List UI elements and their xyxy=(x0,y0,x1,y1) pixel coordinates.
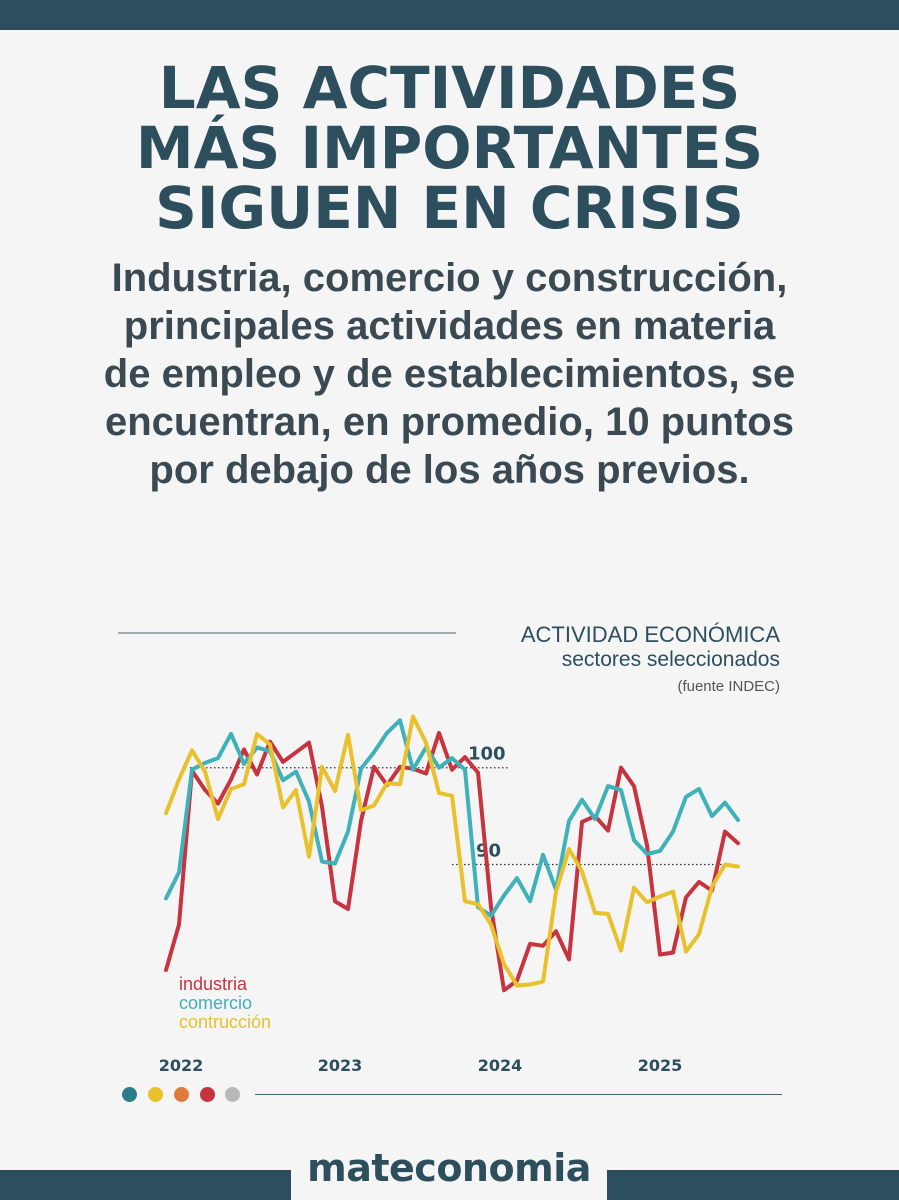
headline: LAS ACTIVIDADES MÁS IMPORTANTES SIGUEN E… xyxy=(0,58,899,238)
activity-chart: ACTIVIDAD ECONÓMICA sectores seleccionad… xyxy=(118,622,780,1075)
x-tick-2023: 2023 xyxy=(318,1056,363,1075)
footer-rule xyxy=(255,1094,782,1095)
brand-logo: mateconomia xyxy=(307,1146,591,1190)
chart-source: (fuente INDEC) xyxy=(677,678,780,695)
reference-label-100: 100 xyxy=(468,744,506,765)
chart-title: ACTIVIDAD ECONÓMICA xyxy=(521,622,780,647)
series-line-construccion xyxy=(164,714,740,988)
legend-dot-red xyxy=(200,1087,215,1102)
x-tick-2024: 2024 xyxy=(478,1056,523,1075)
series-line-comercio xyxy=(164,718,740,918)
headline-line-2: MÁS IMPORTANTES xyxy=(135,114,764,182)
series-line-industria xyxy=(164,730,740,993)
x-tick-2025: 2025 xyxy=(638,1056,683,1075)
reference-label-90: 90 xyxy=(476,841,501,862)
legend-dot-orange xyxy=(174,1087,189,1102)
legend-dot-yellow xyxy=(148,1087,163,1102)
legend-dot-gray xyxy=(225,1087,240,1102)
legend-comercio: comercio xyxy=(179,993,252,1013)
top-bar xyxy=(0,0,899,30)
legend: industria comercio contrucción xyxy=(179,974,271,1032)
legend-dot-teal xyxy=(122,1087,137,1102)
headline-line-1: LAS ACTIVIDADES xyxy=(158,54,741,122)
x-axis-ticks: 2022 2023 2024 2025 xyxy=(159,1056,683,1075)
series-lines xyxy=(164,714,740,993)
legend-industria: industria xyxy=(179,974,248,994)
legend-contruccion: contrucción xyxy=(179,1012,271,1032)
subtitle: Industria, comercio y construcción, prin… xyxy=(103,256,796,492)
chart-subtitle: sectores seleccionados xyxy=(562,648,780,671)
headline-line-3: SIGUEN EN CRISIS xyxy=(155,174,744,242)
reference-lines: 100 90 xyxy=(190,744,728,866)
x-tick-2022: 2022 xyxy=(159,1056,204,1075)
logo-backdrop xyxy=(291,1148,607,1200)
